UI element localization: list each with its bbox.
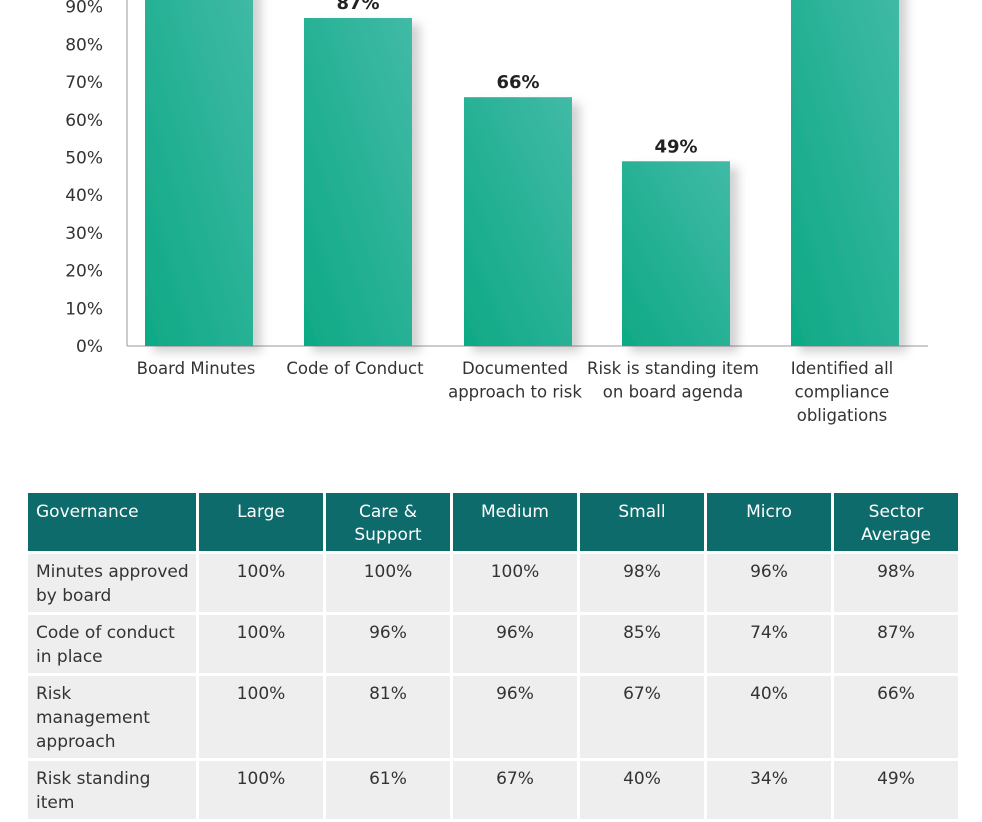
bars-group [145,0,899,347]
y-tick-label: 70% [65,73,103,93]
header-text: Care & [358,502,418,522]
y-tick-label: 0% [76,337,103,357]
data-label: 49% [654,136,697,157]
header-text: Support [354,525,422,545]
value-cell: 100% [199,761,323,819]
value-cell: 85% [580,615,704,673]
category-label-line: Identified all [791,359,894,378]
category-label-line: Board Minutes [137,359,256,378]
category-label: Identified all compliance obligations [791,359,894,425]
header-text: Small [618,502,666,522]
category-label-line: Documented [462,359,568,378]
value-cell: 100% [453,554,577,612]
category-label-line: obligations [797,406,888,425]
y-axis-ticks: 0% 10% 20% 30% 40% 50% 60% 70% 80% 90% [65,0,103,357]
y-tick-label: 20% [65,262,103,282]
category-label-line: Code of Conduct [286,359,424,378]
category-label-line: Risk is standing item [587,359,759,378]
y-tick-label: 30% [65,224,103,244]
value-cell: 98% [834,554,958,612]
y-tick-label: 40% [65,186,103,206]
table-header-cell: Governance [28,493,196,551]
row-label-cell: Risk management approach [28,676,196,758]
value-cell: 34% [707,761,831,819]
row-label-cell: Risk standing item [28,761,196,819]
value-cell: 100% [199,615,323,673]
table-header-cell: Micro [707,493,831,551]
header-text: Micro [746,502,792,522]
bar-chart: 0%10%20%30%40%50%60%70%80%90% 87%66%49% … [65,0,928,425]
category-labels-group: Board Minutes Code of Conduct Documented ap… [137,359,894,425]
row-label-cell: Code of conduct in place [28,615,196,673]
value-cell: 49% [834,761,958,819]
data-label: 87% [336,0,379,14]
value-cell: 100% [199,554,323,612]
bar [622,161,730,346]
value-cell: 96% [707,554,831,612]
y-tick-label: 10% [65,299,103,319]
table-body: Minutes approved by board 100% 100% 100% 98%… [28,554,958,819]
bar [145,0,253,346]
category-label: Board Minutes [137,359,256,378]
value-cell: 74% [707,615,831,673]
table-header-cell: Medium [453,493,577,551]
row-label-cell: Minutes approved by board [28,554,196,612]
bar [304,18,412,346]
value-cell: 100% [326,554,450,612]
value-cell: 61% [326,761,450,819]
header-text: Governance [36,502,139,522]
category-label-line: approach to risk [448,383,582,402]
header-text: Large [237,502,285,522]
y-tick-label: 60% [65,111,103,131]
category-label: Code of Conduct [286,359,424,378]
table-row: Risk standing item 100% 61% 67% 40% 34% 49% [28,761,958,819]
category-label: Risk is standing item on board agenda [587,359,759,402]
header-text: Medium [481,502,549,522]
value-cell: 67% [453,761,577,819]
table-header-cell: Small [580,493,704,551]
table-row: Risk management approach 100% 81% 96% 67% 40%… [28,676,958,758]
data-labels-group: 87% 66% 49% [336,0,697,157]
value-cell: 81% [326,676,450,758]
value-cell: 96% [326,615,450,673]
category-label: Documented approach to risk [448,359,582,402]
header-text: Average [861,525,931,545]
category-label-line: on board agenda [603,383,743,402]
value-cell: 96% [453,676,577,758]
y-tick-label: 80% [65,35,103,55]
value-cell: 96% [453,615,577,673]
table-row: Code of conduct in place 100% 96% 96% 85% 74%… [28,615,958,673]
governance-table: Governance Large Care & Support Medium Small M… [28,493,958,822]
table-row: Minutes approved by board 100% 100% 100% 98%… [28,554,958,612]
header-text: Sector [868,502,924,522]
value-cell: 40% [580,761,704,819]
value-cell: 87% [834,615,958,673]
y-tick-label: 50% [65,149,103,169]
value-cell: 100% [199,676,323,758]
table-header-cell: Sector Average [834,493,958,551]
table-header-cell: Large [199,493,323,551]
value-cell: 40% [707,676,831,758]
category-label-line: compliance [795,383,890,402]
table-header-cell: Care & Support [326,493,450,551]
value-cell: 66% [834,676,958,758]
data-label: 66% [496,72,539,93]
table-header-row: Governance Large Care & Support Medium Small M… [28,493,958,551]
value-cell: 67% [580,676,704,758]
y-tick-label: 90% [65,0,103,18]
value-cell: 98% [580,554,704,612]
bar [464,97,572,347]
bar [791,0,899,346]
